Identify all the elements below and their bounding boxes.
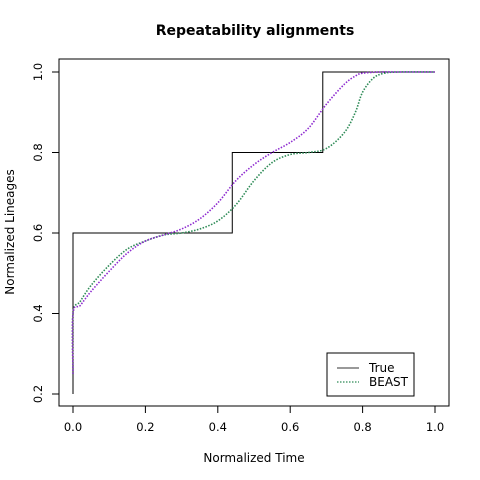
- x-tick-label: 1.0: [426, 420, 444, 434]
- x-tick-label: 0.2: [136, 420, 154, 434]
- y-tick-label: 1.0: [31, 63, 45, 81]
- y-tick-label: 0.2: [31, 385, 45, 403]
- y-axis-label: Normalized Lineages: [3, 169, 17, 294]
- x-tick-label: 0.8: [353, 420, 371, 434]
- x-tick-label: 0.0: [64, 420, 82, 434]
- series-layer: [71, 71, 436, 394]
- y-tick-label: 0.8: [31, 143, 45, 161]
- legend-true-label: True: [368, 361, 395, 375]
- y-tick-label: 0.6: [31, 224, 45, 242]
- legend-beast-label: BEAST: [369, 375, 409, 389]
- legend: True BEAST: [326, 352, 415, 397]
- chart-title: Repeatability alignments: [156, 23, 355, 39]
- x-tick-label: 0.6: [281, 420, 299, 434]
- x-axis-label: Normalized Time: [203, 451, 304, 465]
- x-tick-label: 0.4: [209, 420, 227, 434]
- series-beast-green-line: [71, 71, 436, 374]
- y-axis: 0.2 0.4 0.6 0.8 1.0: [31, 63, 60, 403]
- y-tick-label: 0.4: [31, 304, 45, 322]
- legend-box: [326, 352, 415, 397]
- x-axis: 0.0 0.2 0.4 0.6 0.8 1.0: [64, 405, 444, 434]
- series-beast-purple-line: [71, 71, 435, 374]
- series-true-line: [72, 71, 435, 394]
